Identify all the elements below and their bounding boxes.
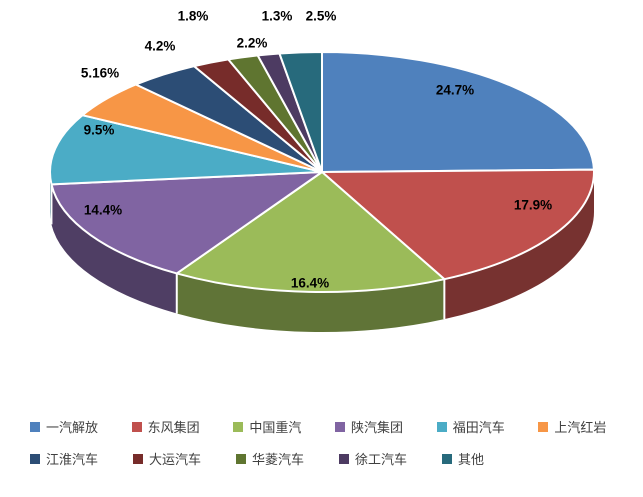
legend-item: 福田汽车 (436, 417, 539, 436)
legend-swatch (30, 421, 40, 432)
slice-label: 14.4% (84, 203, 122, 218)
legend-row: 江淮汽车 大运汽车 华菱汽车 徐工汽车 其他 (30, 449, 640, 468)
slice-label: 4.2% (145, 39, 176, 54)
legend-label: 上汽红岩 (554, 420, 607, 435)
legend-item: 东风集团 (131, 417, 234, 436)
slice-label: 2.5% (306, 9, 337, 24)
chart-legend: 一汽解放 东风集团 中国重汽 陕汽集团 福田汽车 上汽红岩江淮汽车 大运汽车 华菱汽车 徐工汽车… (30, 417, 640, 468)
legend-swatch (133, 453, 143, 464)
pie-slice (175, 171, 446, 293)
slice-label: 24.7% (436, 83, 474, 98)
legend-swatch (30, 453, 40, 464)
legend-item: 华菱汽车 (236, 449, 339, 468)
pie-slice-side (176, 273, 445, 332)
legend-swatch (436, 421, 447, 432)
legend-label: 华菱汽车 (252, 452, 305, 467)
legend-label: 中国重汽 (249, 420, 302, 435)
legend-swatch (236, 453, 246, 464)
pie-slice-side (444, 172, 594, 320)
legend-swatch (442, 453, 452, 464)
pie-slice (50, 171, 323, 275)
pie-slice (49, 114, 323, 186)
pie-chart: 24.7% 17.9% 16.4% 14.4% 9.5% 5.16% 4.2% 2.2% 1.8… (49, 9, 595, 332)
pie-slice (321, 168, 595, 281)
legend-item: 上汽红岩 (538, 417, 640, 436)
slice-label: 9.5% (84, 123, 115, 138)
legend-label: 其他 (458, 452, 485, 467)
slice-label: 1.8% (178, 9, 209, 24)
legend-swatch (233, 421, 244, 432)
pie-slice-side (51, 184, 177, 314)
legend-item: 大运汽车 (133, 449, 236, 468)
legend-label: 一汽解放 (46, 420, 99, 435)
legend-item: 江淮汽车 (30, 449, 133, 468)
legend-label: 东风集团 (147, 420, 200, 435)
legend-swatch (339, 453, 349, 464)
legend-item: 其他 (442, 449, 545, 468)
slice-label: 2.2% (237, 36, 268, 51)
slice-label: 1.3% (262, 9, 293, 24)
legend-label: 陕汽集团 (351, 420, 404, 435)
legend-label: 江淮汽车 (46, 452, 99, 467)
slice-label: 16.4% (291, 276, 329, 291)
pie-slice (278, 51, 323, 173)
legend-swatch (335, 421, 346, 432)
legend-label: 福田汽车 (452, 420, 505, 435)
slice-label: 17.9% (514, 198, 552, 213)
legend-item: 一汽解放 (30, 417, 132, 436)
legend-item: 陕汽集团 (335, 417, 437, 436)
slice-label: 5.16% (81, 66, 119, 81)
legend-row: 一汽解放 东风集团 中国重汽 陕汽集团 福田汽车 上汽红岩 (30, 417, 640, 436)
pie-slice (321, 51, 595, 173)
legend-item: 中国重汽 (233, 417, 335, 436)
legend-swatch (538, 421, 549, 432)
legend-label: 徐工汽车 (355, 452, 408, 467)
legend-item: 徐工汽车 (339, 449, 442, 468)
legend-label: 大运汽车 (149, 452, 202, 467)
legend-swatch (131, 421, 142, 432)
